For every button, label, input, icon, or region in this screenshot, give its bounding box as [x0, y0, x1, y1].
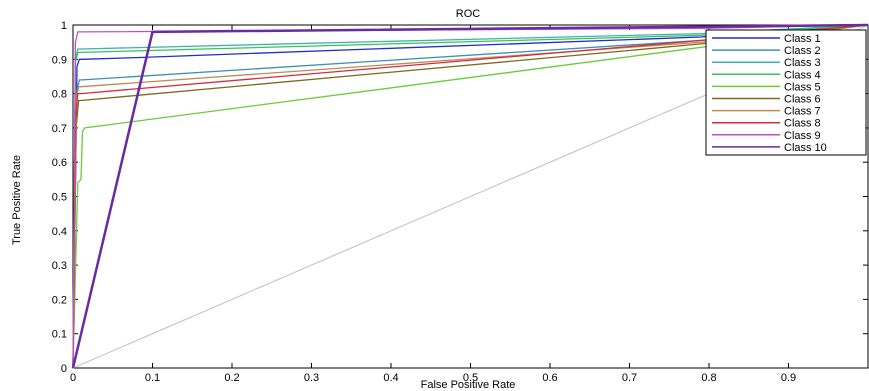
x-tick-label: 0.1 — [145, 372, 160, 384]
y-tick-label: 0.1 — [52, 329, 67, 341]
y-tick-label: 1 — [61, 20, 67, 32]
y-tick-label: 0 — [61, 363, 67, 375]
x-tick-label: 0.4 — [383, 372, 398, 384]
y-tick-label: 0.4 — [52, 226, 67, 238]
series-line-class-10 — [71, 23, 869, 369]
legend-label: Class 2 — [784, 45, 821, 57]
y-tick-label: 0.6 — [52, 157, 67, 169]
y-tick-label: 0.7 — [52, 123, 67, 135]
legend-label: Class 8 — [784, 118, 821, 130]
plot-area: 0 0.1 0.2 0.3 0.4 0.5 0.6 0.7 0.8 0.9 0 0.1 0.2 0.3 0.… — [52, 20, 869, 384]
x-tick-label: 0.2 — [224, 372, 239, 384]
x-tick-label: 0.6 — [542, 372, 557, 384]
legend-label: Class 9 — [784, 130, 821, 142]
legend-label: Class 1 — [784, 33, 821, 45]
x-tick-label: 0.3 — [304, 372, 319, 384]
legend-label: Class 4 — [784, 69, 821, 81]
legend-label: Class 10 — [784, 142, 827, 154]
y-tick-label: 0.5 — [52, 192, 67, 204]
legend-label: Class 6 — [784, 94, 821, 106]
y-tick-label: 0.9 — [52, 54, 67, 66]
y-tick-label: 0.8 — [52, 89, 67, 101]
series-line-class-5 — [72, 24, 869, 369]
legend-label: Class 3 — [784, 57, 821, 69]
y-axis-title: True Positive Rate — [11, 155, 23, 245]
series-line-class-9 — [72, 24, 869, 369]
x-tick-label: 0.8 — [701, 372, 716, 384]
x-tick-label: 0.5 — [463, 372, 478, 384]
legend-label: Class 5 — [784, 81, 821, 93]
x-tick-label: 0.9 — [781, 372, 796, 384]
series-line-class-1 — [72, 24, 869, 369]
x-tick-label: 0.7 — [622, 372, 637, 384]
x-tick-label: 0 — [70, 372, 76, 384]
chart-title: ROC — [456, 8, 481, 20]
x-axis-title: False Positive Rate — [421, 379, 516, 391]
legend-label: Class 7 — [784, 106, 821, 118]
y-tick-label: 0.2 — [52, 294, 67, 306]
y-tick-label: 0.3 — [52, 260, 67, 272]
